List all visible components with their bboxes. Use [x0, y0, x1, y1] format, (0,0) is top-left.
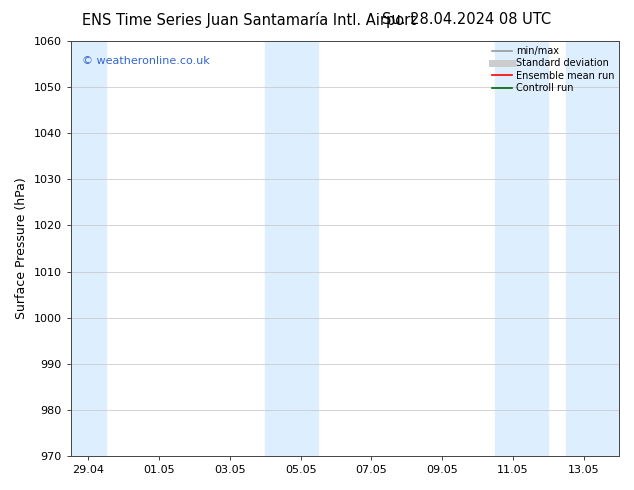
Bar — [495, 41, 548, 456]
Text: Su. 28.04.2024 08 UTC: Su. 28.04.2024 08 UTC — [382, 12, 552, 27]
Y-axis label: Surface Pressure (hPa): Surface Pressure (hPa) — [15, 178, 28, 319]
Bar — [71, 41, 106, 456]
Bar — [265, 41, 318, 456]
Text: ENS Time Series Juan Santamaría Intl. Airport: ENS Time Series Juan Santamaría Intl. Ai… — [82, 12, 417, 28]
Text: © weatheronline.co.uk: © weatheronline.co.uk — [82, 55, 209, 66]
Bar — [566, 41, 619, 456]
Legend: min/max, Standard deviation, Ensemble mean run, Controll run: min/max, Standard deviation, Ensemble me… — [493, 46, 614, 93]
